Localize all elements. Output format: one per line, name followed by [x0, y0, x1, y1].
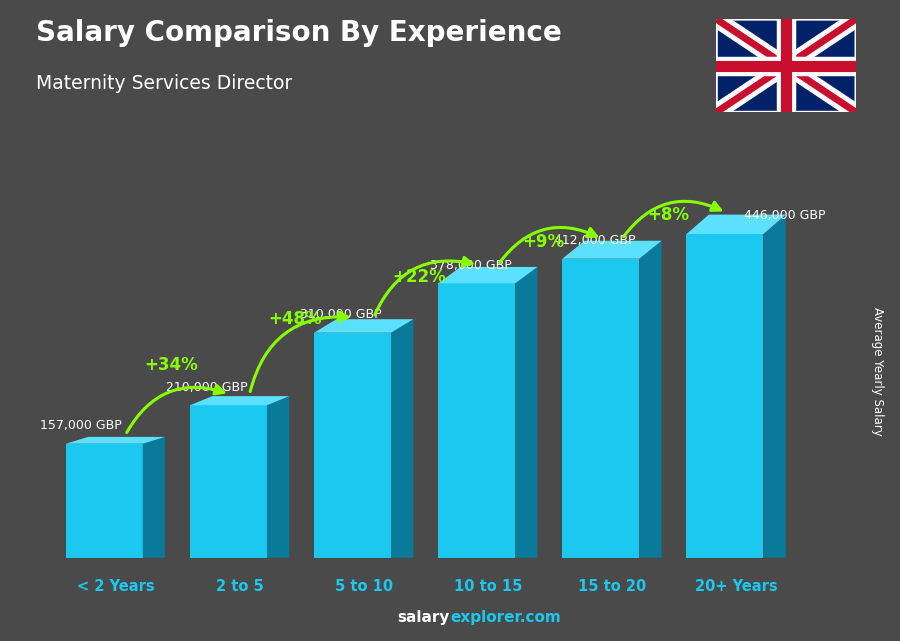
Text: 412,000 GBP: 412,000 GBP [554, 234, 635, 247]
Text: 15 to 20: 15 to 20 [578, 579, 646, 594]
Polygon shape [267, 396, 289, 558]
Text: 157,000 GBP: 157,000 GBP [40, 419, 122, 432]
Text: 446,000 GBP: 446,000 GBP [743, 210, 825, 222]
Polygon shape [438, 283, 515, 558]
Text: 5 to 10: 5 to 10 [335, 579, 392, 594]
Text: < 2 Years: < 2 Years [76, 579, 154, 594]
Polygon shape [687, 234, 763, 558]
Polygon shape [190, 396, 289, 405]
Polygon shape [314, 319, 413, 333]
Text: explorer.com: explorer.com [450, 610, 561, 625]
Polygon shape [562, 241, 662, 259]
Text: +9%: +9% [523, 233, 565, 251]
Polygon shape [515, 267, 537, 558]
Polygon shape [562, 259, 639, 558]
Text: 10 to 15: 10 to 15 [454, 579, 522, 594]
Text: salary: salary [398, 610, 450, 625]
Text: 210,000 GBP: 210,000 GBP [166, 381, 248, 394]
Text: +8%: +8% [647, 206, 688, 224]
Text: +22%: +22% [392, 268, 446, 286]
Text: 20+ Years: 20+ Years [695, 579, 778, 594]
Text: +48%: +48% [268, 310, 322, 328]
Polygon shape [66, 444, 143, 558]
Text: Salary Comparison By Experience: Salary Comparison By Experience [36, 19, 562, 47]
Polygon shape [314, 333, 391, 558]
Polygon shape [763, 215, 786, 558]
Polygon shape [639, 241, 662, 558]
Text: Average Yearly Salary: Average Yearly Salary [871, 308, 884, 436]
Text: 378,000 GBP: 378,000 GBP [429, 259, 511, 272]
Polygon shape [687, 215, 786, 234]
Text: 2 to 5: 2 to 5 [216, 579, 264, 594]
Polygon shape [66, 437, 165, 444]
Text: +34%: +34% [144, 356, 198, 374]
Polygon shape [143, 437, 165, 558]
Polygon shape [391, 319, 413, 558]
Polygon shape [438, 267, 537, 283]
Polygon shape [190, 405, 267, 558]
Text: 310,000 GBP: 310,000 GBP [301, 308, 382, 321]
Text: Maternity Services Director: Maternity Services Director [36, 74, 292, 93]
